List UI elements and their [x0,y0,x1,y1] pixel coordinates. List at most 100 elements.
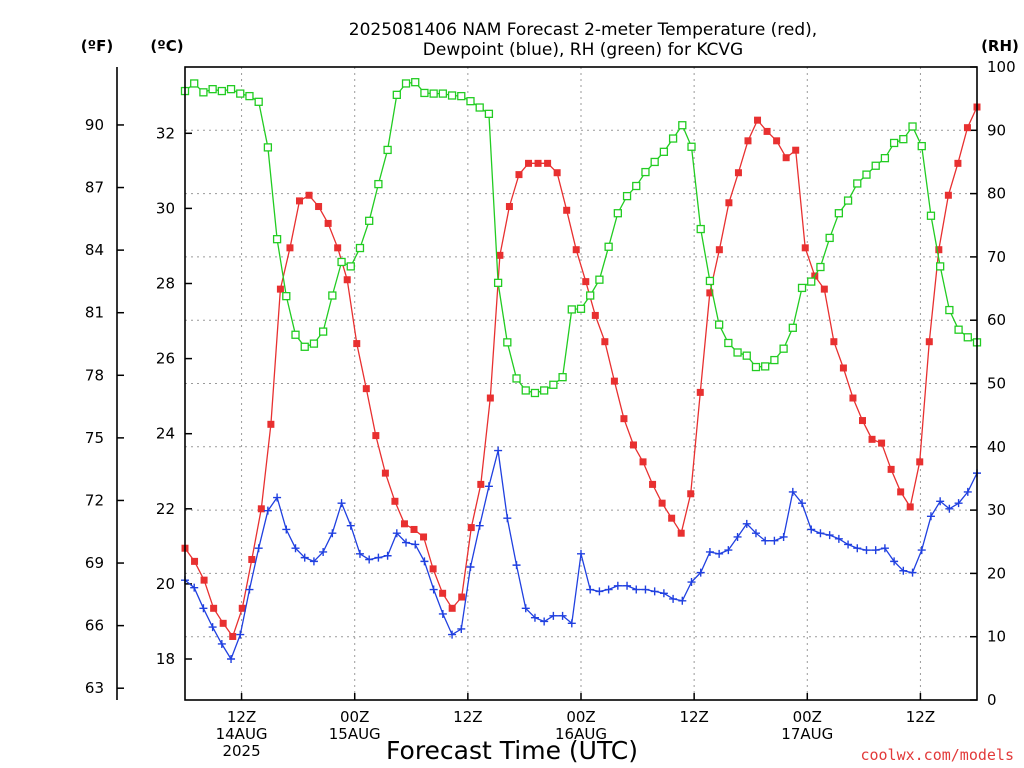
temperature-point [191,557,199,565]
rh-point [530,388,540,398]
celsius-tick-label: 30 [156,199,175,217]
dewpoint-point [503,514,512,523]
rh-point [761,362,770,371]
rh-point [236,89,245,98]
temperature-point [391,497,399,505]
temperature-point [248,555,256,563]
temperature-point [601,338,609,346]
rh-point [300,342,309,351]
dewpoint-point [733,532,742,541]
dewpoint-point [908,568,917,577]
time-tick-label: 2025 [222,742,260,760]
dewpoint-point [641,585,650,594]
series-rh [180,78,982,398]
dewpoint-point [678,596,687,605]
temperature-point [458,593,466,601]
dewpoint-point [558,611,567,620]
temperature-point [410,525,418,533]
temperature-point [400,520,408,528]
celsius-tick-label: 32 [156,124,175,142]
rh-point [889,138,899,148]
temperature-point [963,124,971,132]
fahrenheit-tick-label: 66 [85,617,104,635]
gridlines [185,67,977,700]
temperature-point [515,171,523,179]
dewpoint-point [844,540,853,549]
temperature-point [467,524,475,532]
dewpoint-point [254,544,263,553]
rh-tick-label: 0 [987,691,997,709]
rh-point [733,348,742,357]
temperature-point [897,488,905,496]
dewpoint-point [245,585,254,594]
temperature-point [334,244,342,252]
rh-point [272,235,282,244]
rh-point [622,191,632,201]
dewpoint-point [466,563,475,572]
rh-axis: 0 10 20 30 40 50 60 70 80 90 100 [970,58,1016,709]
rh-point [714,320,724,329]
rh-point [328,291,337,300]
dewpoint-point [715,549,724,558]
dewpoint-point [420,557,429,566]
dewpoint-point [705,547,714,556]
fahrenheit-tick-label: 90 [85,116,104,134]
rh-point [742,351,751,360]
time-tick-label: 00Z [566,708,595,726]
dewpoint-point [549,611,558,620]
dewpoint-point [337,499,346,508]
series-dewpoint [181,446,981,663]
rh-point [751,362,761,372]
temperature-point [582,278,590,286]
rh-point [374,179,383,189]
celsius-tick-label: 26 [156,350,175,368]
dewpoint-point [512,561,521,570]
rh-point [475,103,484,112]
temperature-point [868,435,876,443]
rh-point [880,154,890,163]
rh-point [899,135,908,144]
dewpoint-point [586,585,595,594]
temperature-point [534,159,542,167]
temperature-point [916,458,924,466]
temperature-point [849,394,857,402]
temperature-point [505,203,513,211]
dewpoint-point [650,587,659,596]
fahrenheit-axis-label: (ºF) [81,37,113,55]
dewpoint-point [365,555,374,564]
temperature-point [591,311,599,319]
rh-point [208,85,217,94]
fahrenheit-tick-label: 78 [85,366,104,384]
dewpoint-point [954,499,963,508]
dewpoint-point [577,549,585,558]
dewpoint-point [567,619,576,628]
temperature-point [486,394,494,402]
dewpoint-point [770,536,779,545]
temperature-point [296,197,304,205]
time-tick-label: 14AUG [216,725,268,743]
dewpoint-point [411,540,420,549]
dewpoint-point [236,630,245,639]
rh-point [853,179,862,188]
rh-point [936,262,945,271]
fahrenheit-tick-label: 63 [85,679,104,697]
temperature-point [906,503,914,511]
rh-point [862,170,871,179]
x-axis-title: Forecast Time (UTC) [386,736,638,765]
fahrenheit-tick-label: 81 [85,304,104,322]
dewpoint-point [632,585,641,594]
dewpoint-point [779,532,788,541]
temperature-point [773,137,781,145]
temperature-point [477,480,485,488]
dewpoint-point [300,553,309,562]
chart-title-line-1: 2025081406 NAM Forecast 2-meter Temperat… [349,20,817,40]
rh-point [567,305,576,314]
rh-point [411,78,420,87]
temperature-point [315,203,323,211]
series-layer [180,78,982,663]
fahrenheit-tick-label: 72 [85,491,104,509]
time-tick-label: 12Z [906,708,935,726]
temperature-point [887,465,895,473]
rh-point [963,333,972,342]
